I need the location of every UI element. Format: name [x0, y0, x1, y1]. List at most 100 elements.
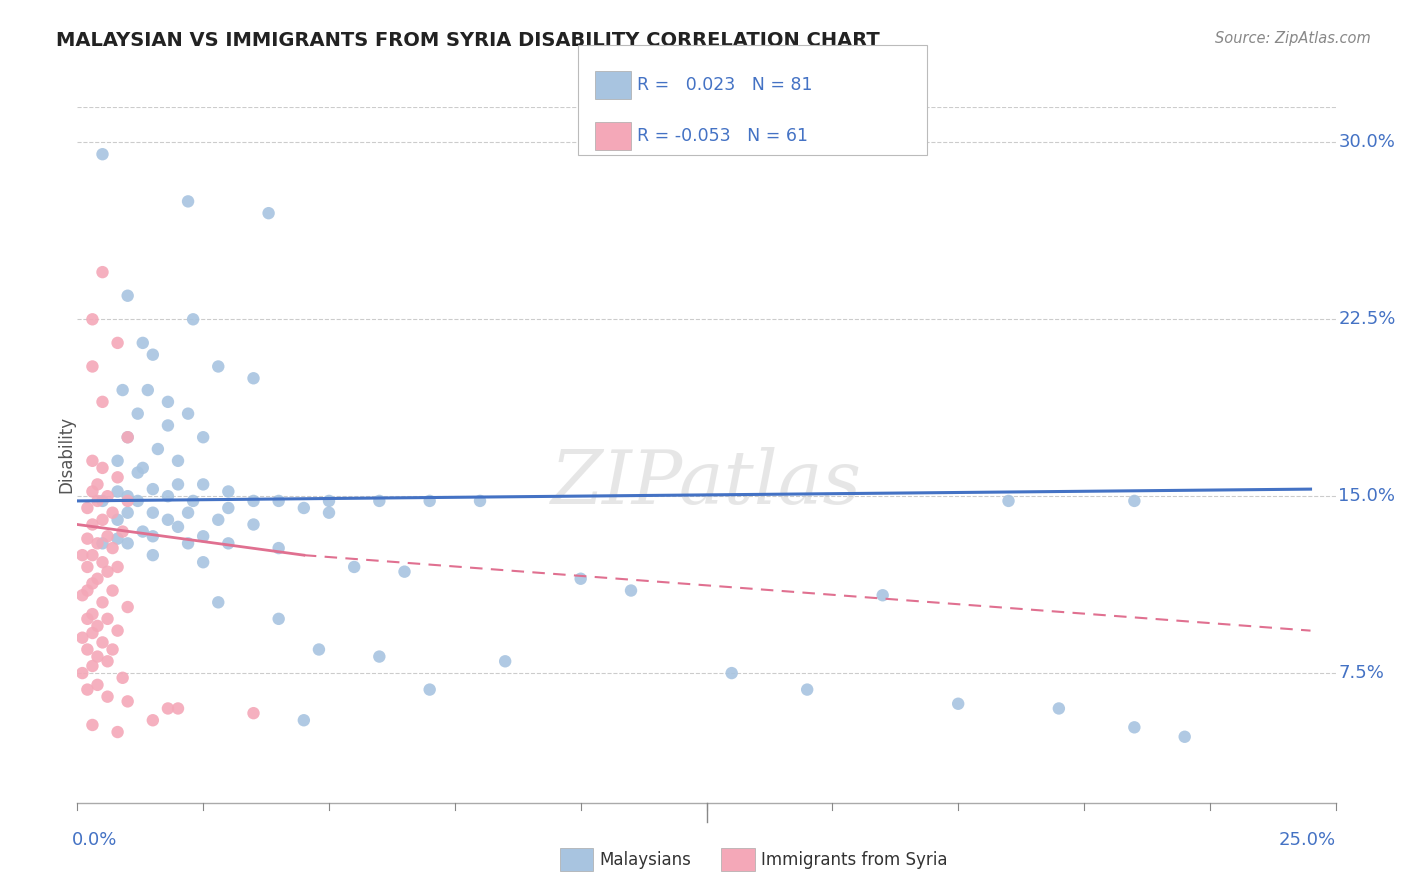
Point — [82, 718, 104, 732]
Text: 22.5%: 22.5% — [1339, 310, 1396, 328]
Point — [142, 482, 165, 496]
Point — [156, 418, 179, 433]
Point — [156, 395, 179, 409]
Point — [86, 649, 108, 664]
Point — [292, 713, 315, 727]
Point — [91, 461, 114, 475]
Point — [318, 506, 340, 520]
Point — [107, 532, 129, 546]
Point — [117, 494, 139, 508]
Point — [132, 335, 155, 350]
Point — [872, 588, 894, 602]
Point — [177, 506, 200, 520]
Point — [82, 576, 104, 591]
Point — [96, 612, 118, 626]
Point — [217, 500, 239, 515]
Point — [76, 682, 98, 697]
Point — [86, 536, 108, 550]
Point — [308, 642, 330, 657]
Point — [82, 312, 104, 326]
Point — [167, 701, 190, 715]
Point — [242, 371, 264, 385]
Point — [96, 489, 118, 503]
Point — [207, 359, 229, 374]
Point — [86, 477, 108, 491]
Point — [91, 265, 114, 279]
Point — [107, 484, 129, 499]
Point — [72, 548, 94, 562]
Point — [127, 466, 149, 480]
Text: R = -0.053   N = 61: R = -0.053 N = 61 — [637, 127, 808, 145]
Point — [181, 312, 204, 326]
Point — [117, 536, 139, 550]
Point — [267, 612, 290, 626]
Point — [191, 529, 215, 543]
Point — [107, 454, 129, 468]
Point — [181, 494, 204, 508]
Point — [132, 524, 155, 539]
Point — [948, 697, 970, 711]
Point — [107, 470, 129, 484]
Point — [177, 194, 200, 209]
Point — [191, 477, 215, 491]
Point — [156, 701, 179, 715]
Point — [368, 494, 391, 508]
Text: Source: ZipAtlas.com: Source: ZipAtlas.com — [1215, 31, 1371, 46]
Point — [419, 494, 441, 508]
Point — [1123, 720, 1146, 734]
Point — [156, 489, 179, 503]
Point — [494, 654, 516, 668]
Point — [191, 430, 215, 444]
Point — [101, 583, 124, 598]
Point — [142, 713, 165, 727]
Point — [96, 654, 118, 668]
Point — [86, 494, 108, 508]
Text: 30.0%: 30.0% — [1339, 134, 1395, 152]
Point — [117, 506, 139, 520]
Text: Immigrants from Syria: Immigrants from Syria — [761, 851, 948, 869]
Point — [111, 524, 134, 539]
Point — [117, 600, 139, 615]
Point — [117, 489, 139, 503]
Point — [91, 635, 114, 649]
Point — [82, 517, 104, 532]
Point — [91, 595, 114, 609]
Point — [101, 642, 124, 657]
Point — [242, 706, 264, 721]
Point — [82, 454, 104, 468]
Point — [96, 565, 118, 579]
Point — [76, 612, 98, 626]
Point — [167, 477, 190, 491]
Point — [343, 560, 366, 574]
Point — [91, 147, 114, 161]
Point — [419, 682, 441, 697]
Point — [82, 548, 104, 562]
Point — [267, 541, 290, 555]
Point — [91, 513, 114, 527]
Point — [177, 407, 200, 421]
Point — [111, 671, 134, 685]
Point — [468, 494, 491, 508]
Point — [620, 583, 643, 598]
Text: MALAYSIAN VS IMMIGRANTS FROM SYRIA DISABILITY CORRELATION CHART: MALAYSIAN VS IMMIGRANTS FROM SYRIA DISAB… — [56, 31, 880, 50]
Text: 25.0%: 25.0% — [1278, 831, 1336, 849]
Point — [318, 494, 340, 508]
Point — [91, 536, 114, 550]
Point — [76, 642, 98, 657]
Text: 15.0%: 15.0% — [1339, 487, 1395, 505]
Point — [142, 529, 165, 543]
Point — [292, 500, 315, 515]
Point — [76, 532, 98, 546]
Point — [1174, 730, 1197, 744]
Point — [86, 619, 108, 633]
Point — [242, 494, 264, 508]
Point — [72, 588, 94, 602]
Point — [146, 442, 169, 456]
Point — [136, 383, 159, 397]
Point — [91, 395, 114, 409]
Point — [1047, 701, 1070, 715]
Point — [394, 565, 416, 579]
Text: ZIPatlas: ZIPatlas — [551, 447, 862, 519]
Point — [72, 631, 94, 645]
Point — [127, 494, 149, 508]
